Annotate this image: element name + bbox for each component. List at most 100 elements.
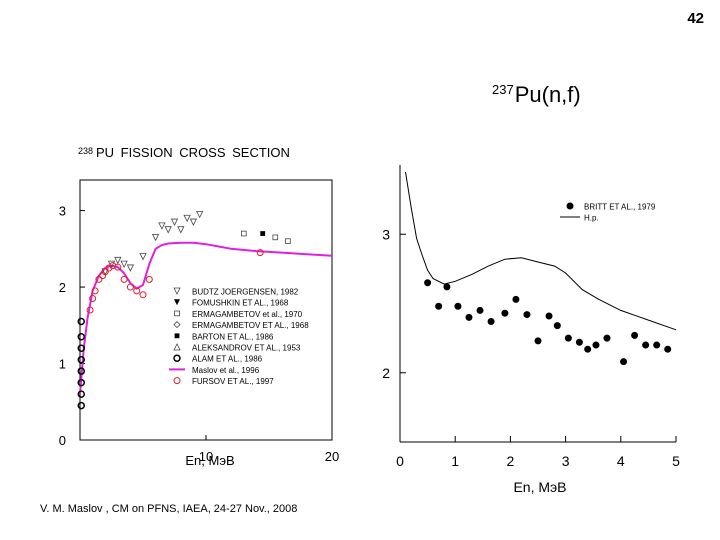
left-data-point — [145, 275, 153, 283]
slide-title-text: Pu(n,f) — [514, 82, 581, 107]
left-chart-title: PU FISSION CROSS SECTION — [96, 145, 290, 160]
left-data-point — [77, 378, 86, 387]
left-chart: 238 PU FISSION CROSS SECTION 0 1 2 3 10 20 E… — [59, 145, 339, 468]
left-data-point — [120, 260, 128, 269]
left-data-point — [101, 268, 109, 276]
right-legend-marker — [566, 202, 574, 210]
right-data-point — [553, 322, 561, 330]
right-xtick-label: 3 — [562, 453, 570, 469]
left-data-point — [139, 291, 147, 299]
right-data-point — [523, 311, 531, 319]
left-data-point — [105, 264, 113, 272]
right-series-hp-line — [405, 171, 677, 331]
left-data-point — [77, 333, 86, 341]
right-data-point — [653, 341, 661, 349]
left-data-point — [256, 249, 264, 257]
left-legend-marker — [174, 333, 180, 339]
right-data-point — [512, 295, 520, 303]
right-xtick-label: 5 — [672, 453, 680, 469]
left-data-point — [272, 234, 279, 241]
left-data-point — [189, 218, 198, 226]
left-data-point — [77, 367, 86, 375]
left-xtick-label: 20 — [325, 449, 339, 464]
right-data-point — [501, 309, 509, 317]
right-data-point — [642, 341, 650, 349]
right-data-point — [564, 334, 572, 342]
left-data-point — [151, 233, 160, 242]
left-legend-label: ERMAGAMBETOV et al., 1970 — [192, 310, 303, 319]
right-data-point — [476, 306, 484, 314]
left-legend-marker — [174, 310, 180, 317]
left-data-point — [77, 344, 86, 352]
left-data-point — [77, 401, 86, 410]
left-data-point — [260, 231, 266, 236]
right-data-point — [443, 283, 451, 291]
left-data-point — [133, 287, 141, 295]
right-chart: 2 3 0 1 2 3 4 5 En, MэB BRITT ET AL., 1979 H.p. — [382, 165, 680, 495]
left-legend-marker — [174, 299, 180, 306]
left-data-point — [126, 283, 134, 291]
left-legend-label: ALAM ET AL., 1986 — [192, 355, 263, 364]
right-data-point — [584, 345, 592, 353]
right-xtick-label: 4 — [617, 453, 625, 469]
left-data-point — [170, 218, 179, 226]
left-data-point — [77, 390, 86, 398]
left-legend-label: BUDTZ JOERGENSEN, 1982 — [192, 288, 299, 297]
left-data-point — [86, 306, 94, 314]
right-data-point — [465, 313, 473, 321]
left-data-point — [139, 253, 147, 261]
right-legend-label: H.p. — [584, 214, 599, 223]
left-chart-xlabel: En, MэB — [185, 453, 234, 468]
right-data-point — [487, 318, 495, 326]
left-data-point — [158, 222, 166, 230]
left-xtick-label: 10 — [199, 449, 213, 464]
left-data-point — [89, 295, 97, 303]
right-chart-xlabel: En, MэB — [513, 479, 566, 495]
right-ytick-label: 3 — [382, 226, 390, 242]
right-data-point — [454, 302, 462, 310]
slide-title-mass: 237 — [492, 82, 514, 97]
left-legend-marker — [173, 377, 181, 385]
right-legend-label: BRITT ET AL., 1979 — [584, 203, 656, 212]
left-data-point — [114, 256, 122, 265]
left-chart-title-sup: 238 — [78, 146, 93, 156]
left-data-point — [109, 262, 117, 270]
left-legend-marker — [173, 287, 181, 295]
right-data-point — [631, 331, 639, 339]
left-ytick-label: 1 — [59, 357, 66, 372]
footer-citation: V. M. Maslov , CM on PFNS, IAEA, 24-27 N… — [40, 503, 298, 515]
page-number: 42 — [687, 10, 704, 27]
left-ytick-label: 0 — [59, 433, 66, 448]
right-data-point — [534, 337, 542, 345]
left-data-point — [183, 214, 191, 223]
left-data-point — [95, 275, 103, 283]
right-data-point — [424, 279, 432, 287]
left-legend-label: BARTON ET AL., 1986 — [192, 332, 274, 341]
right-data-point — [545, 312, 553, 320]
left-legend-label: ALEKSANDROV ET AL., 1953 — [192, 344, 301, 353]
right-xtick-label: 0 — [396, 453, 404, 469]
left-data-point — [240, 230, 247, 237]
left-legend-marker — [173, 321, 181, 329]
right-data-point — [620, 358, 628, 366]
left-data-point — [114, 263, 122, 271]
left-legend-marker — [173, 354, 181, 362]
right-data-point — [664, 345, 672, 353]
left-legend-label: ERMAGAMBETOV ET AL., 1968 — [192, 321, 309, 330]
left-ytick-label: 2 — [59, 280, 66, 295]
left-data-point — [120, 275, 128, 283]
right-data-point — [592, 341, 600, 349]
left-legend-label: FURSOV ET AL., 1997 — [192, 377, 274, 386]
right-data-point — [603, 334, 611, 342]
left-legend-marker — [173, 343, 181, 351]
left-data-point — [77, 317, 86, 326]
right-xtick-label: 2 — [507, 453, 515, 469]
left-data-point — [91, 287, 99, 295]
left-data-point — [126, 264, 135, 272]
slide-title: 237Pu(n,f) — [492, 82, 581, 108]
left-data-point — [77, 355, 86, 364]
left-legend-label: Maslov et al., 1996 — [192, 366, 260, 375]
left-data-point — [285, 238, 291, 244]
left-ytick-label: 3 — [59, 204, 66, 219]
